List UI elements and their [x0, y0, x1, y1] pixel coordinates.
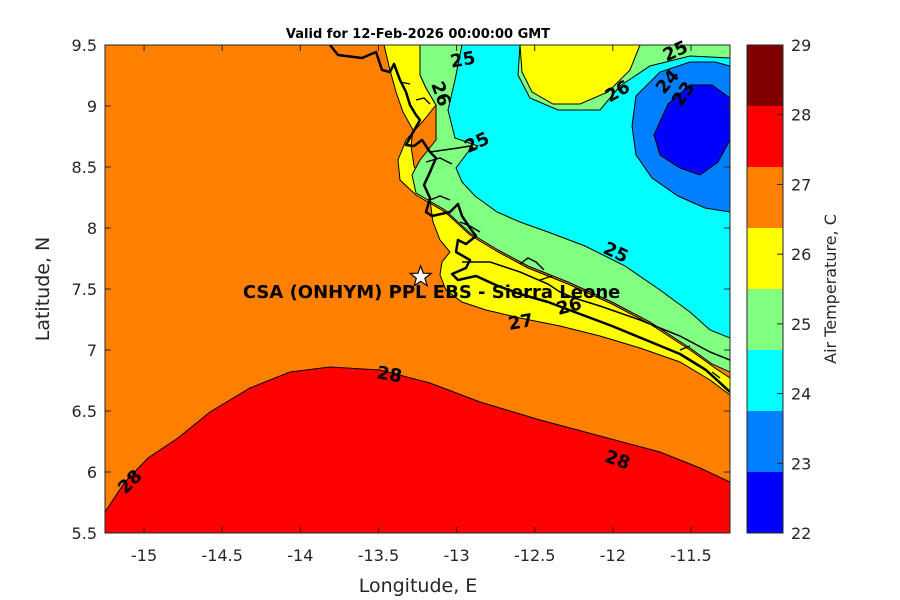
y-tick-label: 9.5: [72, 36, 97, 55]
y-tick-label: 8: [87, 219, 97, 238]
y-tick-label: 7: [87, 341, 97, 360]
colorbar: 22 23 24 25 26 27 28 29: [746, 36, 811, 543]
colorbar-tick-label: 25: [791, 315, 811, 334]
band-22-23: [653, 84, 730, 176]
contour-label: 27: [507, 310, 535, 335]
temperature-field: [105, 45, 730, 533]
colorbar-swatch: [747, 106, 783, 167]
x-tick-label: -12.5: [514, 546, 555, 565]
site-label: CSA (ONHYM) PPL EBS - Sierra Leone: [243, 282, 620, 303]
coastline-inner: [462, 261, 730, 361]
x-axis-label: Longitude, E: [359, 575, 478, 597]
colorbar-frame: [746, 44, 784, 534]
contour-label: 25: [449, 48, 477, 73]
star-icon: [408, 264, 433, 288]
colorbar-tick-label: 24: [791, 385, 811, 404]
y-tick-label: 7.5: [72, 280, 97, 299]
colorbar-swatch: [747, 45, 783, 106]
colorbar-swatch: [747, 167, 783, 228]
y-tick-label: 6: [87, 463, 97, 482]
colorbar-tick-label: 27: [791, 175, 811, 194]
x-tick-label: -13: [443, 546, 469, 565]
map-title: Valid for 12-Feb-2026 00:00:00 GMT: [286, 27, 550, 42]
coastline: [329, 45, 730, 393]
colorbar-swatch: [747, 228, 783, 289]
colorbar-swatch: [747, 350, 783, 411]
y-axis-ticks: 5.5 6 6.5 7 7.5 8 8.5 9 9.5: [72, 36, 730, 543]
colorbar-tick-label: 28: [791, 106, 811, 125]
x-tick-label: -13.5: [358, 546, 399, 565]
y-tick-label: 6.5: [72, 402, 97, 421]
y-axis-label: Latitude, N: [32, 237, 54, 342]
colorbar-swatch: [747, 289, 783, 350]
y-tick-label: 8.5: [72, 158, 97, 177]
band-28-29: [105, 366, 730, 533]
colorbar-tick-label: 26: [791, 245, 811, 264]
river-network: [399, 81, 721, 379]
site-marker: CSA (ONHYM) PPL EBS - Sierra Leone: [243, 264, 620, 303]
x-tick-label: -14: [287, 546, 313, 565]
x-tick-label: -12: [600, 546, 626, 565]
colorbar-swatch: [747, 411, 783, 472]
colorbar-tick-label: 29: [791, 36, 811, 55]
band-26-27-north: [519, 45, 641, 105]
x-tick-label: -15: [131, 546, 157, 565]
colorbar-label: Air Temperature, C: [821, 214, 840, 364]
y-tick-label: 9: [87, 97, 97, 116]
x-tick-label: -11.5: [670, 546, 711, 565]
colorbar-swatch: [747, 472, 783, 533]
colorbar-tick-label: 23: [791, 454, 811, 473]
x-tick-label: -14.5: [201, 546, 242, 565]
x-axis-ticks: -15 -14.5 -14 -13.5 -13 -12.5 -12 -11.5: [131, 45, 712, 565]
colorbar-tick-label: 22: [791, 524, 811, 543]
y-tick-label: 5.5: [72, 524, 97, 543]
contour-label: 28: [375, 362, 403, 387]
